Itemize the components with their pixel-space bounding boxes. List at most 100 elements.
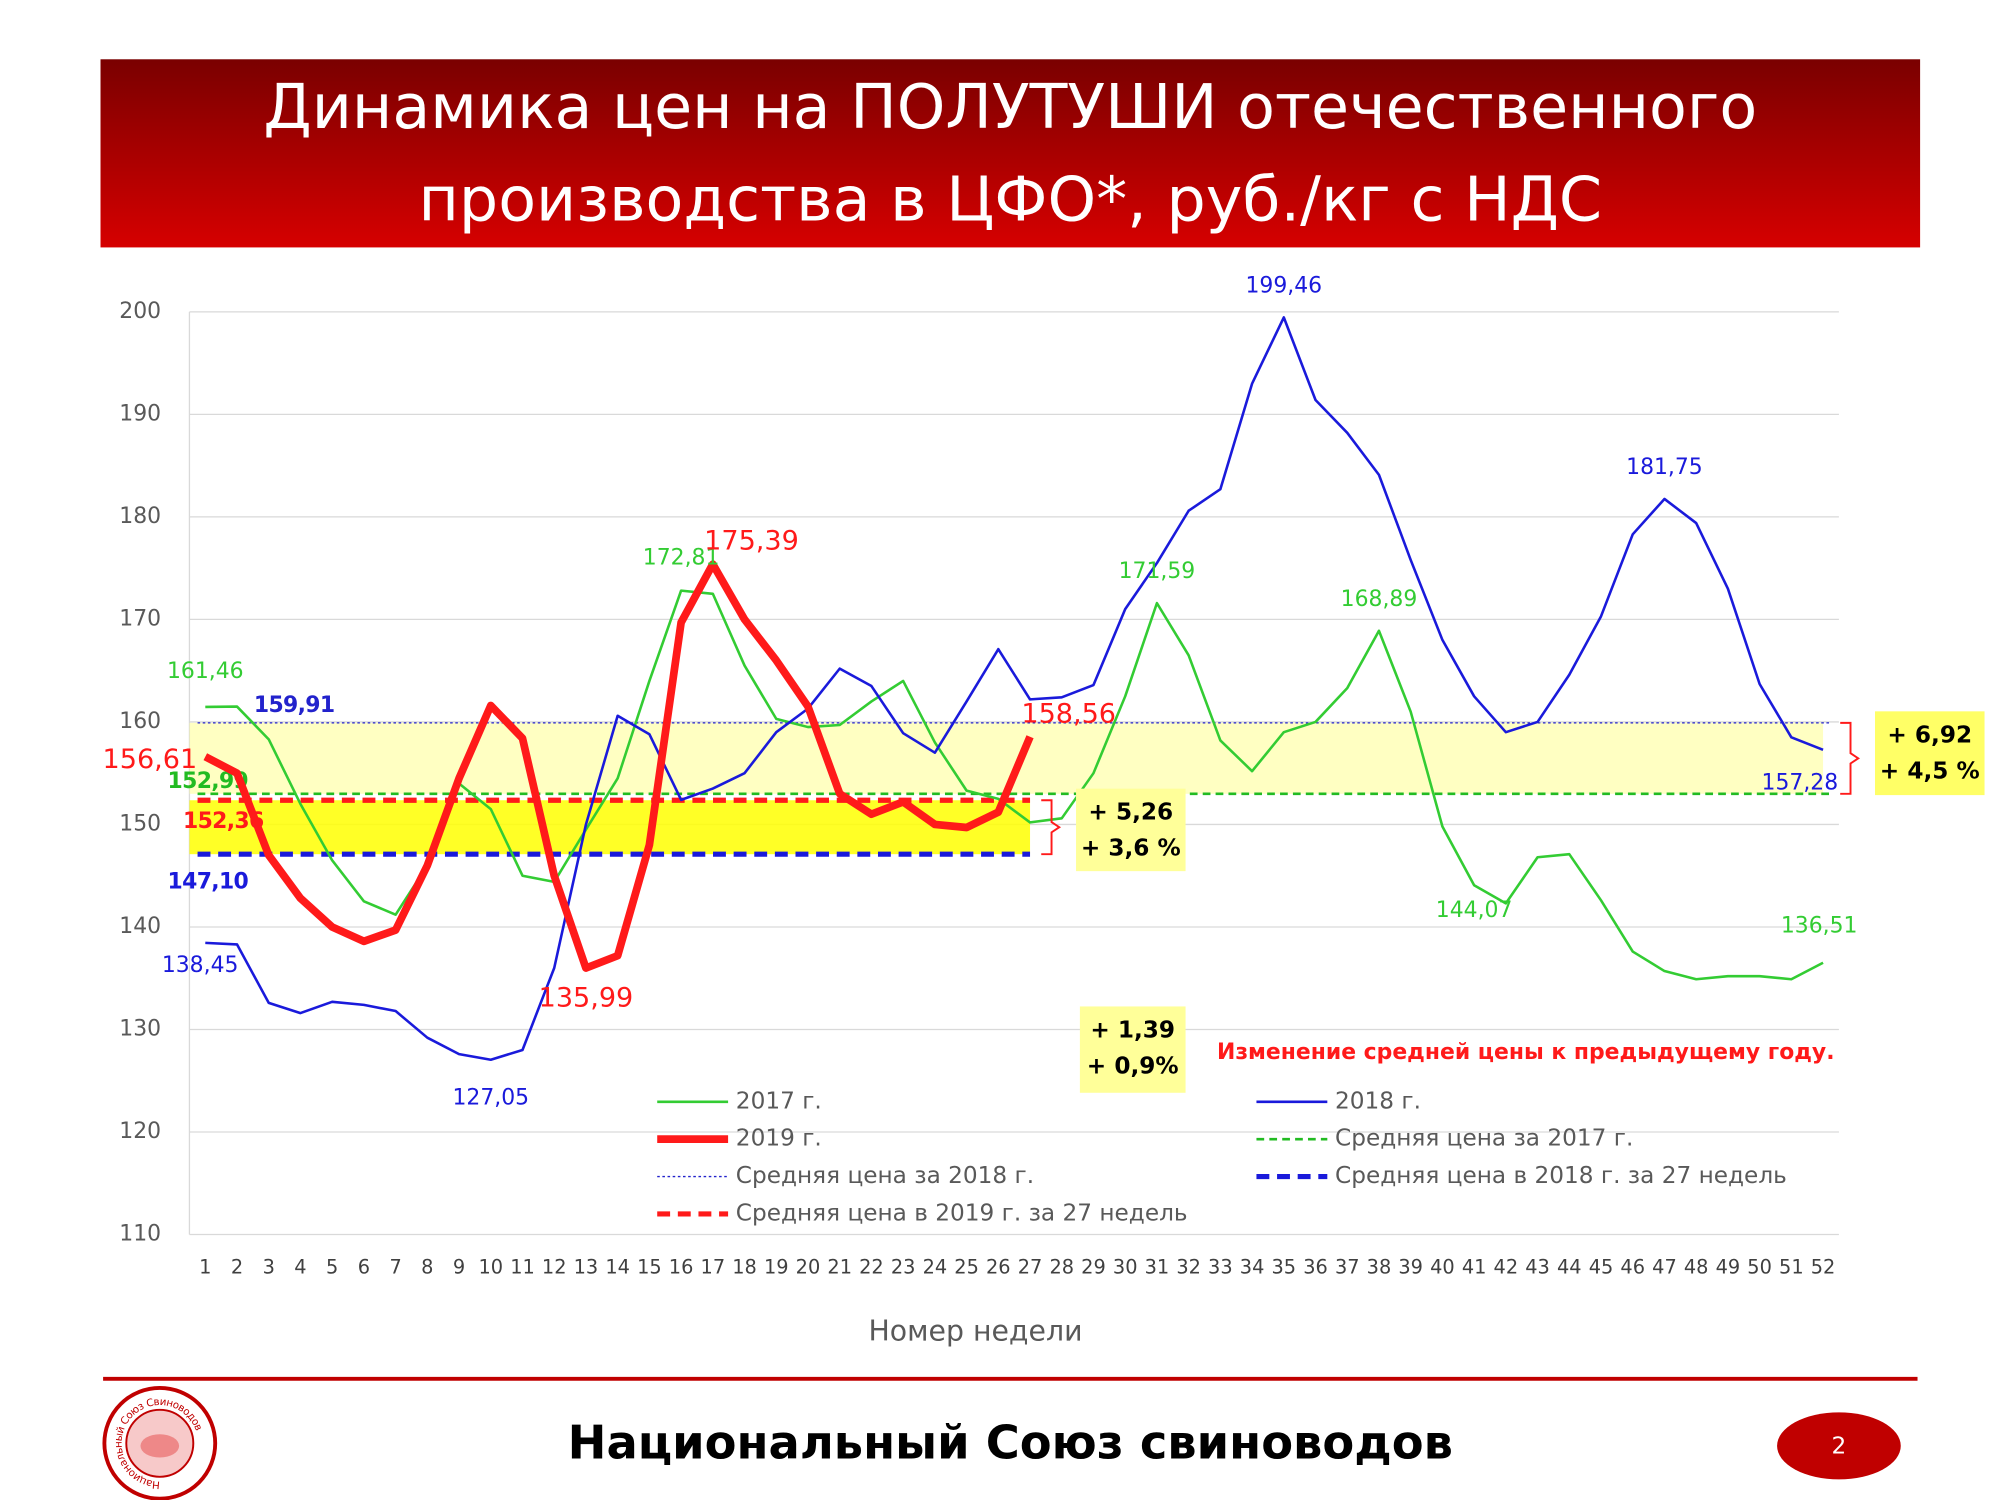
x-tick-label: 46 [1620, 1256, 1645, 1279]
x-tick-label: 51 [1779, 1256, 1804, 1279]
legend-label: 2019 г. [736, 1125, 822, 1152]
x-tick-label: 17 [701, 1256, 726, 1279]
data-label: 199,46 [1245, 273, 1322, 298]
data-label: 171,59 [1119, 559, 1196, 584]
y-tick-label: 170 [119, 606, 161, 631]
series-line [205, 589, 1824, 981]
legend-label: Средняя цена в 2018 г. за 27 недель [1335, 1162, 1787, 1189]
x-tick-label: 49 [1716, 1256, 1741, 1279]
x-tick-label: 27 [1018, 1256, 1043, 1279]
annotation-text: + 3,6 % [1081, 835, 1181, 862]
y-tick-label: 160 [119, 709, 161, 734]
x-tick-label: 28 [1049, 1256, 1074, 1279]
x-tick-label: 6 [358, 1256, 370, 1279]
x-tick-label: 31 [1145, 1256, 1170, 1279]
annotation-box [1076, 788, 1186, 872]
x-tick-label: 3 [263, 1256, 275, 1279]
legend-label: Средняя цена в 2019 г. за 27 недель [736, 1199, 1188, 1226]
x-tick-label: 19 [764, 1256, 789, 1279]
x-tick-label: 37 [1335, 1256, 1360, 1279]
page-badge [1777, 1412, 1901, 1480]
x-tick-label: 15 [637, 1256, 662, 1279]
x-tick-label: 25 [954, 1256, 979, 1279]
x-tick-label: 9 [453, 1256, 465, 1279]
x-tick-label: 48 [1684, 1256, 1709, 1279]
data-label: 135,99 [539, 983, 634, 1014]
x-tick-label: 13 [574, 1256, 599, 1279]
x-tick-label: 1 [199, 1256, 211, 1279]
data-label: 168,89 [1341, 587, 1418, 612]
y-tick-label: 180 [119, 504, 161, 529]
x-tick-label: 21 [827, 1256, 852, 1279]
x-tick-label: 52 [1811, 1256, 1836, 1279]
x-tick-label: 44 [1557, 1256, 1582, 1279]
x-tick-label: 45 [1589, 1256, 1614, 1279]
bracket [1041, 799, 1062, 856]
data-label: 136,51 [1781, 914, 1858, 939]
x-tick-label: 2 [231, 1256, 243, 1279]
x-tick-label: 22 [859, 1256, 884, 1279]
highlight-band [189, 800, 1031, 855]
x-tick-label: 35 [1272, 1256, 1297, 1279]
footer-text: Национальный Союз свиноводов [568, 1415, 1453, 1469]
data-label: 158,56 [1021, 698, 1116, 729]
x-axis-label: Номер недели [868, 1314, 1082, 1347]
data-label: 144,07 [1436, 898, 1513, 923]
bracket [1840, 721, 1860, 795]
legend-label: Средняя цена за 2018 г. [736, 1162, 1034, 1189]
legend-label: Средняя цена за 2017 г. [1335, 1125, 1633, 1152]
x-tick-label: 7 [389, 1256, 401, 1279]
chart-title: производства в ЦФО*, руб./кг с НДС [419, 164, 1603, 236]
logo-pig [140, 1434, 180, 1458]
y-tick-label: 120 [119, 1119, 161, 1144]
x-tick-label: 24 [923, 1256, 948, 1279]
x-tick-label: 50 [1747, 1256, 1772, 1279]
highlight-band [189, 722, 1824, 794]
annotation-text: + 0,9% [1087, 1053, 1179, 1080]
x-tick-label: 42 [1494, 1256, 1519, 1279]
x-tick-label: 12 [542, 1256, 567, 1279]
legend-label: 2017 г. [736, 1087, 822, 1114]
x-tick-label: 16 [669, 1256, 694, 1279]
data-label: 175,39 [704, 526, 799, 557]
x-tick-label: 40 [1430, 1256, 1455, 1279]
x-tick-label: 18 [732, 1256, 757, 1279]
series-line [205, 316, 1824, 1062]
y-tick-label: 150 [119, 811, 161, 836]
data-label: 157,28 [1762, 770, 1839, 795]
reference-label: 147,10 [168, 870, 249, 895]
x-tick-label: 14 [605, 1256, 630, 1279]
y-tick-label: 140 [119, 914, 161, 939]
x-tick-label: 32 [1176, 1256, 1201, 1279]
x-tick-label: 33 [1208, 1256, 1233, 1279]
reference-label: 159,91 [254, 693, 335, 718]
y-tick-label: 110 [119, 1222, 161, 1247]
annotation-box [1875, 711, 1985, 796]
legend-label: 2018 г. [1335, 1087, 1421, 1114]
chart-title: Динамика цен на ПОЛУТУШИ отечественного [263, 71, 1757, 143]
page-number: 2 [1832, 1433, 1847, 1460]
series-line [203, 560, 1034, 972]
data-label: 172,81 [643, 545, 720, 570]
data-label: 138,45 [162, 953, 239, 978]
x-tick-label: 26 [986, 1256, 1011, 1279]
x-tick-label: 5 [326, 1256, 338, 1279]
annotation-text: + 5,26 [1088, 799, 1173, 826]
x-tick-label: 47 [1652, 1256, 1677, 1279]
x-tick-label: 11 [510, 1256, 535, 1279]
data-label: 127,05 [452, 1085, 529, 1110]
x-tick-label: 20 [796, 1256, 821, 1279]
x-tick-label: 36 [1303, 1256, 1328, 1279]
data-label: 181,75 [1626, 455, 1703, 480]
y-tick-label: 130 [119, 1016, 161, 1041]
x-tick-label: 38 [1367, 1256, 1392, 1279]
annotation-text: + 1,39 [1090, 1016, 1175, 1043]
x-tick-label: 29 [1081, 1256, 1106, 1279]
data-label: 156,61 [103, 744, 198, 775]
x-tick-label: 30 [1113, 1256, 1138, 1279]
x-tick-label: 10 [478, 1256, 503, 1279]
note: Изменение средней цены к предыдущему год… [1217, 1040, 1835, 1065]
